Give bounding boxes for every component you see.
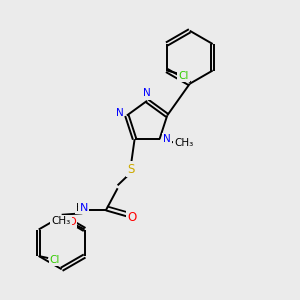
- Text: CH₃: CH₃: [51, 216, 71, 226]
- Text: Cl: Cl: [178, 71, 189, 81]
- Text: S: S: [127, 163, 134, 176]
- Text: N: N: [143, 88, 151, 98]
- Text: Cl: Cl: [50, 255, 60, 266]
- Text: N: N: [116, 107, 123, 118]
- Text: O: O: [67, 217, 76, 227]
- Text: CH₃: CH₃: [174, 138, 194, 148]
- Text: N: N: [163, 134, 171, 144]
- Text: N: N: [80, 203, 88, 213]
- Text: H: H: [76, 203, 84, 213]
- Text: O: O: [127, 211, 136, 224]
